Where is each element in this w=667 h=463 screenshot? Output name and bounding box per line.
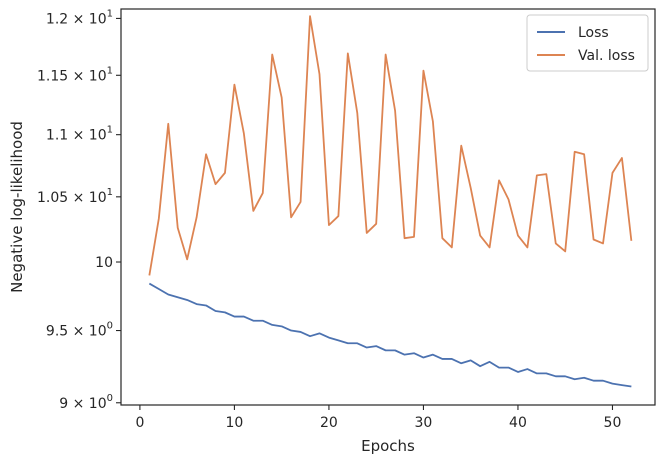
x-tick-label: 30 [415, 415, 433, 431]
y-tick-label: 9 × 100 [59, 393, 113, 412]
plot-frame [120, 8, 656, 406]
series-layer [148, 15, 633, 388]
y-tick-label: 10 [95, 255, 113, 271]
y-tick-label: 1.2 × 101 [46, 8, 113, 27]
y-tick-label: 1.1 × 101 [46, 125, 113, 144]
y-tick-label: 1.05 × 101 [37, 187, 113, 206]
x-tick-label: 20 [320, 415, 338, 431]
x-tick-label: 10 [226, 415, 244, 431]
series-line-val-loss [148, 15, 633, 276]
x-axis-label: Epochs [361, 437, 415, 455]
x-tick-label: 50 [604, 415, 622, 431]
series-line-loss [148, 282, 632, 388]
x-tick-label: 0 [135, 415, 144, 431]
y-axis-label: Negative log-likelihood [8, 121, 26, 293]
legend-label-val-loss: Val. loss [578, 48, 635, 64]
x-axis-ticks: 0 10 20 30 40 50 [135, 405, 621, 431]
x-tick-label: 40 [509, 415, 527, 431]
y-tick-label: 9.5 × 100 [46, 321, 113, 340]
legend-box [526, 14, 649, 72]
legend-label-loss: Loss [578, 25, 609, 41]
y-tick-label: 1.15 × 101 [37, 65, 113, 84]
y-axis-ticks: 9 × 100 9.5 × 100 10 1.05 × 101 1.1 × 101 1.1… [37, 8, 121, 412]
legend: Loss Val. loss [526, 14, 649, 72]
